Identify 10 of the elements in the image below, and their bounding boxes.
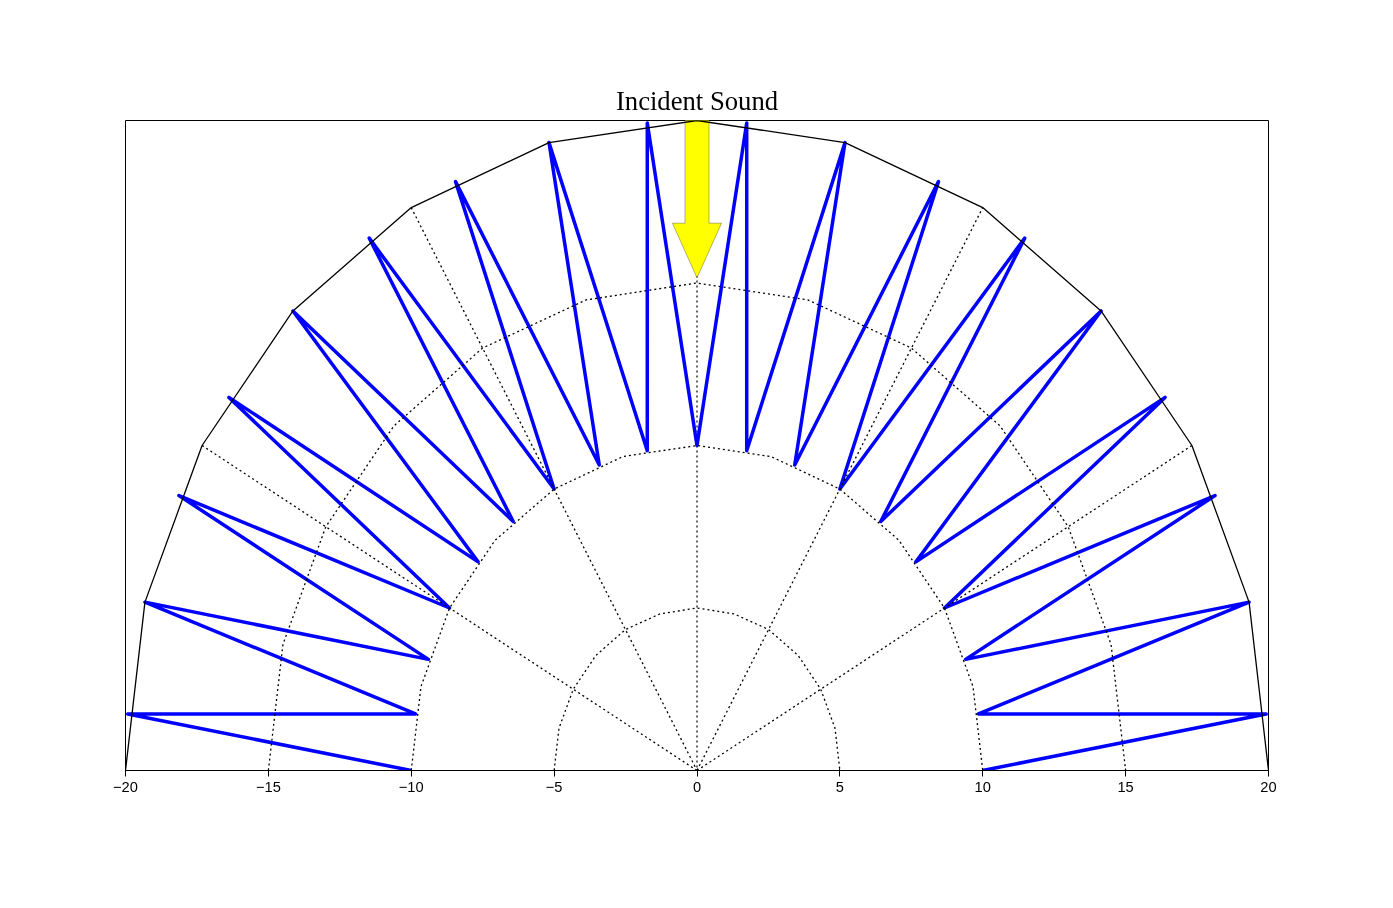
x-tick-label: −5 xyxy=(545,778,563,795)
x-tick-label: 10 xyxy=(974,778,991,795)
x-tick-label: 20 xyxy=(1260,778,1277,795)
x-tick-label: −10 xyxy=(398,778,424,795)
x-tick-label: 0 xyxy=(692,778,702,795)
x-tick-label: −15 xyxy=(255,778,281,795)
x-tick-label: 5 xyxy=(835,778,844,795)
text: Incident Sound xyxy=(615,85,779,116)
x-tick-label: 15 xyxy=(1117,778,1134,795)
x-tick-label: −20 xyxy=(113,778,138,795)
